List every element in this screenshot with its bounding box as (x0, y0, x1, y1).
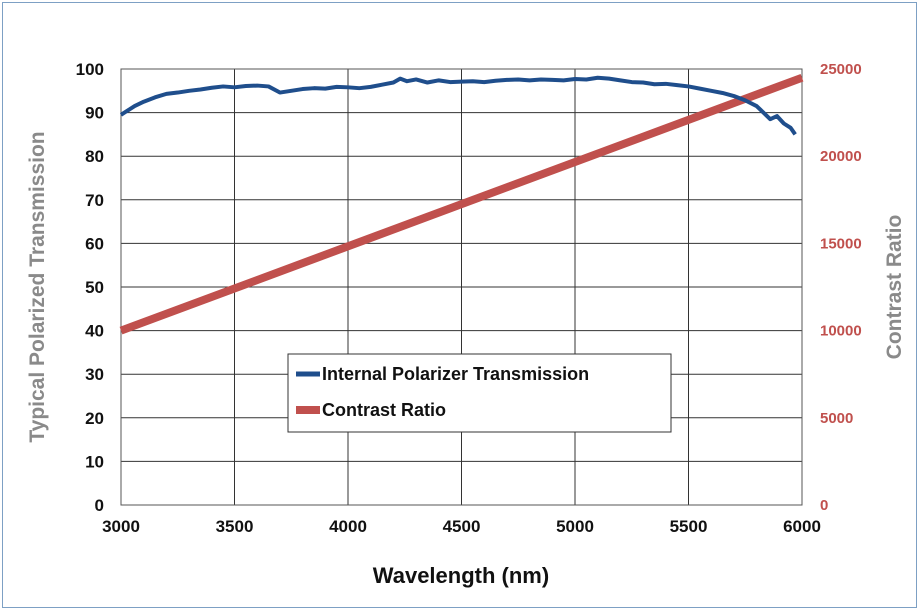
y-tick-label: 0 (95, 496, 104, 515)
x-axis-title: Wavelength (nm) (373, 563, 549, 588)
series-line-transmission (119, 75, 797, 136)
y-tick-label: 70 (85, 191, 104, 210)
plot-area (120, 68, 803, 506)
chart-svg: 3000 3500 4000 4500 5000 5500 6000 0 10 20 30 40 50… (26, 60, 906, 588)
y2-axis-title: Contrast Ratio (883, 215, 906, 360)
x-tick-label: 4000 (329, 517, 367, 536)
grid (120, 68, 803, 506)
series-group (119, 73, 804, 335)
x-tick-label: 4500 (443, 517, 481, 536)
y-axis-title: Typical Polarized Transmission (26, 131, 49, 442)
x-tick-label: 3500 (216, 517, 254, 536)
y-tick-label: 10 (85, 452, 104, 471)
y2-tick-label: 15000 (820, 235, 862, 252)
y2-tick-label: 0 (820, 497, 828, 514)
legend: Internal Polarizer Transmission Contrast… (287, 353, 672, 433)
y-tick-label: 30 (85, 365, 104, 384)
x-tick-label: 3000 (102, 517, 140, 536)
x-tick-label: 5000 (556, 517, 594, 536)
y-tick-label: 60 (85, 234, 104, 253)
x-tick-label: 5500 (670, 517, 708, 536)
y-tick-label: 20 (85, 409, 104, 428)
y-tick-label: 100 (76, 60, 104, 79)
y2-tick-label: 5000 (820, 410, 853, 427)
y-tick-label: 90 (85, 104, 104, 123)
legend-label-contrast: Contrast Ratio (322, 400, 446, 420)
y2-tick-label: 20000 (820, 148, 862, 165)
y-tick-label: 80 (85, 147, 104, 166)
legend-box (287, 353, 672, 433)
series-line-contrast-ratio (119, 73, 804, 335)
y-tick-label: 40 (85, 322, 104, 341)
x-tick-label: 6000 (783, 517, 821, 536)
y-axis-ticks: 0 10 20 30 40 50 60 70 80 90 100 (76, 60, 104, 515)
y2-axis-ticks: 0 5000 10000 15000 20000 25000 (820, 61, 862, 514)
x-axis-ticks: 3000 3500 4000 4500 5000 5500 6000 (102, 517, 821, 536)
y2-tick-label: 10000 (820, 323, 862, 340)
y-tick-label: 50 (85, 278, 104, 297)
legend-label-transmission: Internal Polarizer Transmission (322, 364, 589, 384)
y2-tick-label: 25000 (820, 61, 862, 78)
